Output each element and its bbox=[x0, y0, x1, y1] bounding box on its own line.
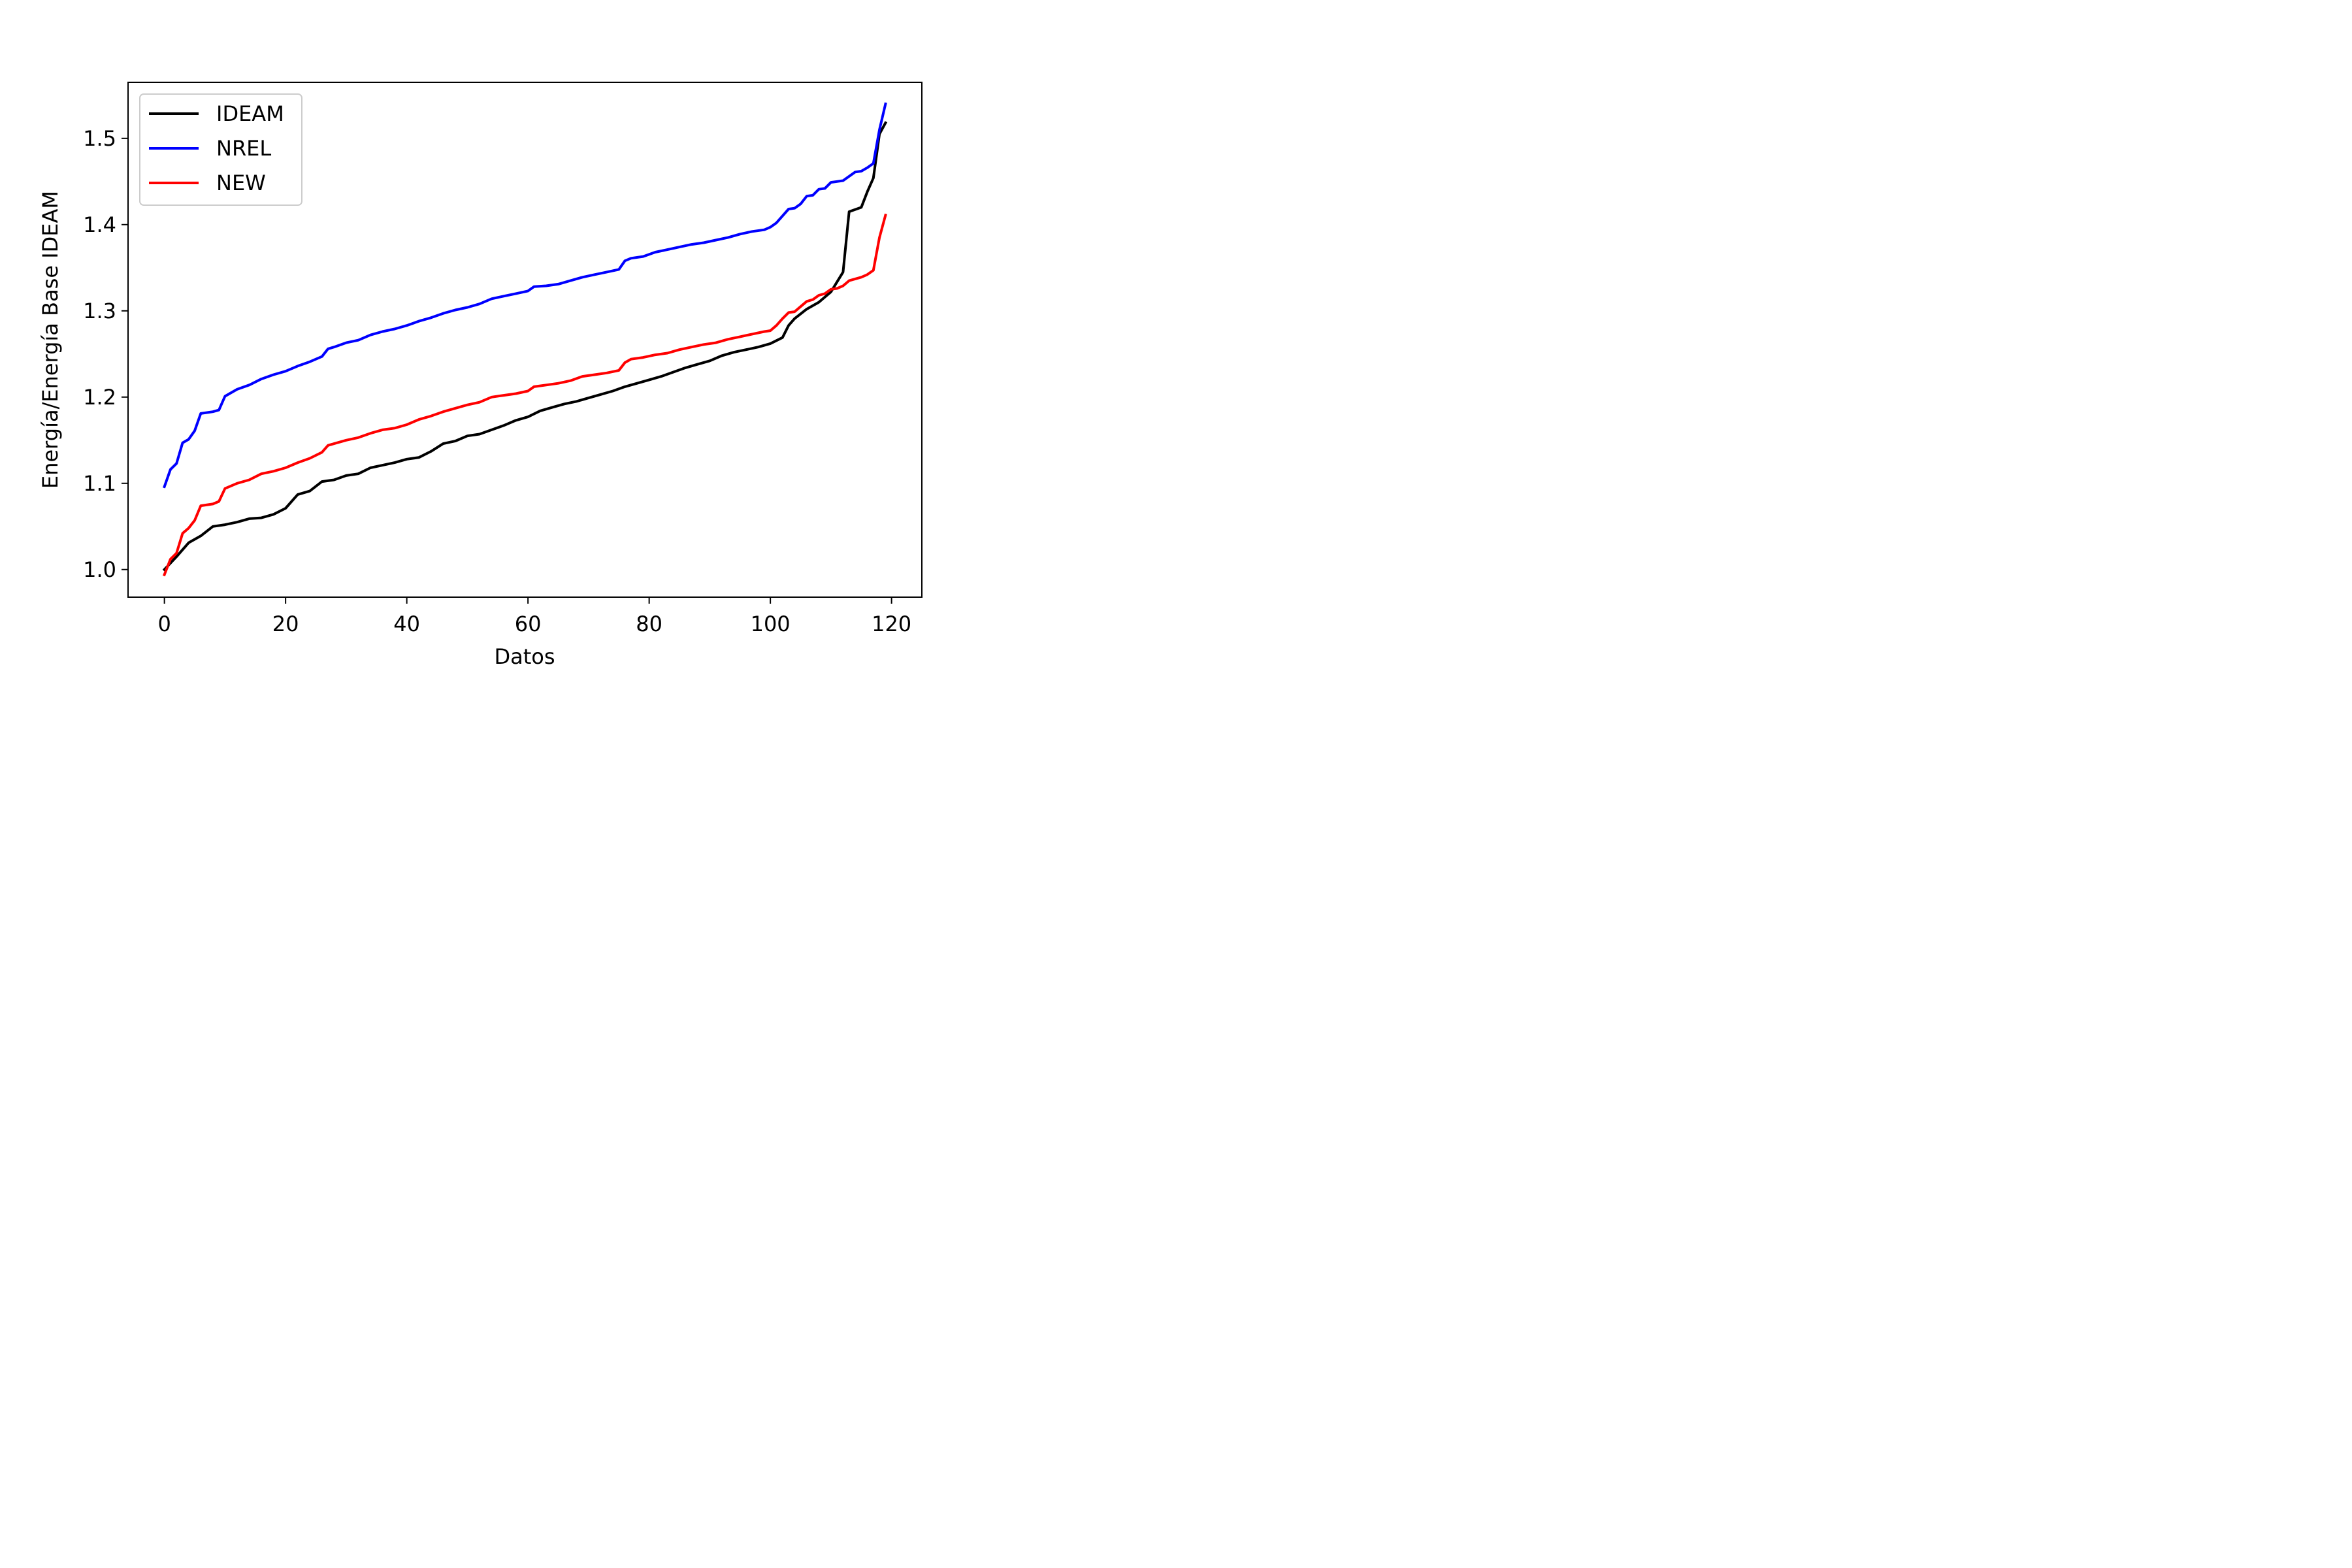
x-axis-label: Datos bbox=[494, 644, 555, 669]
legend-box bbox=[139, 93, 302, 206]
x-tick-label: 60 bbox=[515, 612, 542, 636]
y-tick-label: 1.1 bbox=[83, 471, 116, 496]
legend-label-new: NEW bbox=[216, 171, 266, 195]
series-layer bbox=[162, 102, 888, 577]
x-tick-label: 40 bbox=[393, 612, 420, 636]
x-tick-label: 100 bbox=[751, 612, 791, 636]
series-line-new bbox=[163, 213, 887, 577]
plot-frame bbox=[127, 82, 923, 598]
x-tick-label: 0 bbox=[157, 612, 171, 636]
x-axis: 0 20 40 60 80 100 120 bbox=[157, 597, 911, 636]
legend: IDEAM NREL NEW bbox=[139, 93, 302, 206]
series-line-nrel bbox=[163, 102, 887, 489]
y-tick-label: 1.4 bbox=[83, 212, 116, 237]
y-tick-label: 1.5 bbox=[83, 126, 116, 151]
x-tick-label: 20 bbox=[272, 612, 299, 636]
y-tick-label: 1.2 bbox=[83, 385, 116, 410]
y-tick-label: 1.3 bbox=[83, 299, 116, 323]
y-axis: 1.0 1.1 1.2 1.3 1.4 1.5 bbox=[83, 126, 128, 582]
y-tick-label: 1.0 bbox=[83, 557, 116, 582]
legend-label-nrel: NREL bbox=[216, 136, 271, 161]
x-tick-label: 120 bbox=[872, 612, 911, 636]
x-tick-label: 80 bbox=[636, 612, 662, 636]
chart: 0 20 40 60 80 100 120 1.0 1.1 1.2 1.3 1.4 1.5 Datos… bbox=[0, 0, 1010, 683]
series-line-ideam bbox=[162, 121, 888, 572]
legend-label-ideam: IDEAM bbox=[216, 101, 284, 126]
y-axis-label: Energía/Energía Base IDEAM bbox=[38, 191, 63, 489]
